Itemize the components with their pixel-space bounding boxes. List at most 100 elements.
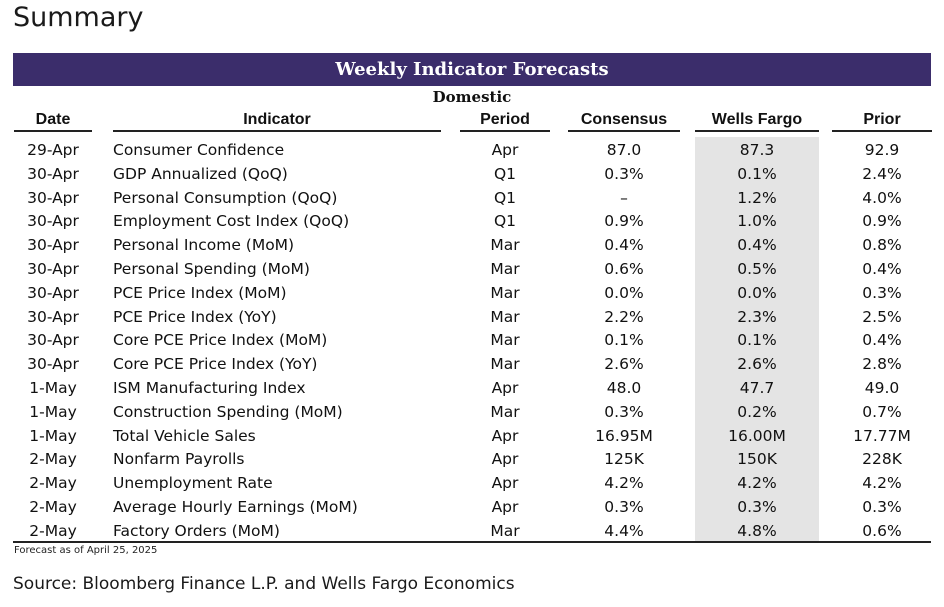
table-row: 30-Apr Core PCE Price Index (MoM) Mar 0.1% 0… (0, 329, 944, 353)
table-row: 30-Apr PCE Price Index (MoM) Mar 0.0% 0.0% 0.… (0, 282, 944, 306)
cell-consensus: 0.3% (604, 164, 644, 183)
cell-wells-fargo: 0.4% (737, 236, 777, 255)
table-body: 29-Apr Consumer Confidence Apr 87.0 87.3 92.9… (0, 139, 944, 544)
cell-period: Apr (491, 497, 519, 516)
cell-date: 30-Apr (27, 212, 79, 231)
cell-period: Mar (490, 331, 520, 350)
cell-date: 1-May (29, 378, 77, 397)
cell-period: Mar (490, 521, 520, 540)
cell-period: Mar (490, 236, 520, 255)
cell-period: Apr (491, 450, 519, 469)
cell-prior: 0.9% (862, 212, 902, 231)
cell-period: Apr (491, 474, 519, 493)
table-row: 2-May Factory Orders (MoM) Mar 4.4% 4.8% 0.6% (0, 520, 944, 544)
cell-consensus: 0.3% (604, 402, 644, 421)
table-row: 30-Apr Core PCE Price Index (YoY) Mar 2.6% 2… (0, 353, 944, 377)
cell-date: 1-May (29, 402, 77, 421)
cell-period: Mar (490, 283, 520, 302)
cell-prior: 2.8% (862, 355, 902, 374)
banner-title: Weekly Indicator Forecasts (335, 59, 609, 80)
cell-date: 2-May (29, 474, 77, 493)
cell-wells-fargo: 16.00M (728, 426, 786, 445)
cell-prior: 228K (862, 450, 902, 469)
cell-wells-fargo: 1.2% (737, 188, 777, 207)
cell-date: 1-May (29, 426, 77, 445)
cell-consensus: 0.4% (604, 236, 644, 255)
cell-wells-fargo: 4.8% (737, 521, 777, 540)
cell-indicator: Unemployment Rate (113, 474, 273, 493)
cell-date: 29-Apr (27, 141, 79, 159)
cell-date: 30-Apr (27, 259, 79, 278)
cell-wells-fargo: 47.7 (739, 378, 775, 397)
cell-prior: 0.8% (862, 236, 902, 255)
cell-period: Apr (491, 426, 519, 445)
cell-indicator: Employment Cost Index (QoQ) (113, 212, 350, 231)
cell-period: Mar (490, 402, 520, 421)
table-bottom-rule (13, 541, 931, 543)
cell-date: 30-Apr (27, 355, 79, 374)
cell-wells-fargo: 2.6% (737, 355, 777, 374)
cell-wells-fargo: 0.0% (737, 283, 777, 302)
cell-prior: 0.3% (862, 283, 902, 302)
source-line: Source: Bloomberg Finance L.P. and Wells… (13, 574, 515, 594)
cell-consensus: 0.0% (604, 283, 644, 302)
cell-indicator: Personal Spending (MoM) (113, 259, 310, 278)
cell-indicator: Construction Spending (MoM) (113, 402, 343, 421)
table-row: 2-May Unemployment Rate Apr 4.2% 4.2% 4.2% (0, 472, 944, 496)
cell-indicator: PCE Price Index (YoY) (113, 307, 277, 326)
cell-wells-fargo: 0.1% (737, 331, 777, 350)
cell-prior: 4.2% (862, 474, 902, 493)
cell-consensus: 0.3% (604, 497, 644, 516)
cell-consensus: 48.0 (606, 378, 642, 397)
table-row: 2-May Average Hourly Earnings (MoM) Apr 0.3… (0, 496, 944, 520)
cell-wells-fargo: 1.0% (737, 212, 777, 231)
cell-date: 30-Apr (27, 331, 79, 350)
cell-prior: 0.4% (862, 259, 902, 278)
cell-period: Q1 (493, 188, 517, 207)
table-row: 30-Apr PCE Price Index (YoY) Mar 2.2% 2.3% 2.… (0, 306, 944, 330)
table-row: 30-Apr Employment Cost Index (QoQ) Q1 0.9% 1… (0, 210, 944, 234)
table-row: 30-Apr GDP Annualized (QoQ) Q1 0.3% 0.1% 2.4% (0, 163, 944, 187)
cell-prior: 4.0% (862, 188, 902, 207)
table-row: 2-May Nonfarm Payrolls Apr 125K 150K 228K (0, 448, 944, 472)
cell-prior: 49.0 (864, 378, 900, 397)
cell-indicator: Total Vehicle Sales (113, 426, 256, 445)
cell-wells-fargo: 0.2% (737, 402, 777, 421)
table-row: 30-Apr Personal Income (MoM) Mar 0.4% 0.4% 0.… (0, 234, 944, 258)
cell-period: Apr (491, 141, 519, 159)
cell-consensus: 0.1% (604, 331, 644, 350)
cell-consensus: 2.6% (604, 355, 644, 374)
wells-fargo-column-highlight (695, 137, 819, 542)
cell-period: Mar (490, 355, 520, 374)
cell-indicator: Personal Consumption (QoQ) (113, 188, 338, 207)
cell-prior: 2.4% (862, 164, 902, 183)
cell-indicator: PCE Price Index (MoM) (113, 283, 287, 302)
cell-wells-fargo: 0.5% (737, 259, 777, 278)
cell-date: 30-Apr (27, 307, 79, 326)
cell-period: Q1 (493, 164, 517, 183)
cell-date: 2-May (29, 450, 77, 469)
header-period: Period (460, 110, 550, 132)
cell-prior: 0.6% (862, 521, 902, 540)
header-consensus: Consensus (568, 110, 680, 132)
cell-date: 30-Apr (27, 164, 79, 183)
cell-date: 2-May (29, 521, 77, 540)
cell-date: 30-Apr (27, 236, 79, 255)
table-row: 1-May Total Vehicle Sales Apr 16.95M 16.00M 1… (0, 425, 944, 449)
cell-indicator: Average Hourly Earnings (MoM) (113, 497, 358, 516)
cell-prior: 2.5% (862, 307, 902, 326)
cell-consensus: 87.0 (606, 141, 642, 159)
cell-date: 2-May (29, 497, 77, 516)
cell-wells-fargo: 0.1% (737, 164, 777, 183)
table-row: 30-Apr Personal Spending (MoM) Mar 0.6% 0.5%… (0, 258, 944, 282)
cell-indicator: Factory Orders (MoM) (113, 521, 280, 540)
cell-wells-fargo: 0.3% (737, 497, 777, 516)
cell-prior: 0.4% (862, 331, 902, 350)
table-row: 1-May Construction Spending (MoM) Mar 0.3% 0… (0, 401, 944, 425)
header-prior: Prior (832, 110, 932, 132)
header-date: Date (14, 110, 92, 132)
cell-consensus: 4.2% (604, 474, 644, 493)
cell-consensus: – (620, 188, 628, 207)
cell-period: Mar (490, 307, 520, 326)
cell-consensus: 125K (604, 450, 644, 469)
